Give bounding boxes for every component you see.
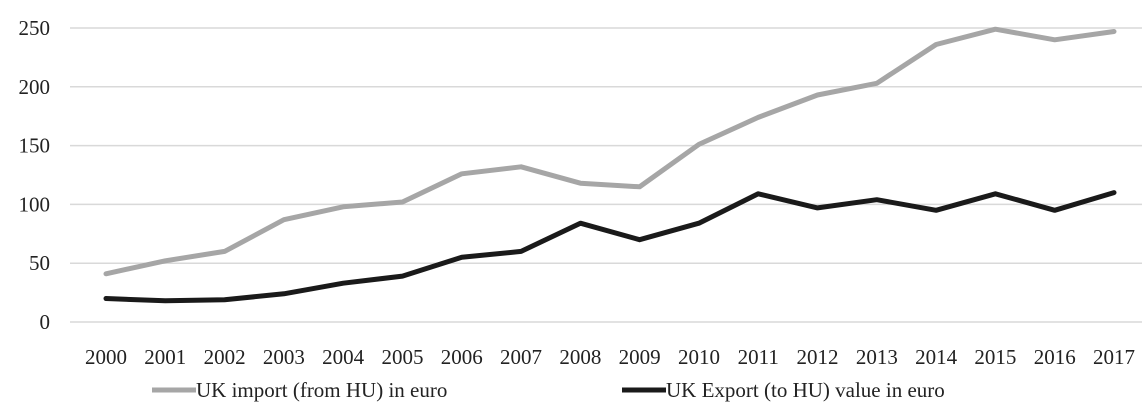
x-tick-label: 2015 <box>974 345 1016 369</box>
x-tick-label: 2010 <box>678 345 720 369</box>
x-tick-label: 2008 <box>559 345 601 369</box>
y-axis-ticks: 0 50 100 150 200 250 <box>19 16 51 334</box>
x-tick-label: 2006 <box>441 345 483 369</box>
x-tick-label: 2005 <box>381 345 423 369</box>
gridlines <box>70 27 1142 323</box>
x-tick-label: 2009 <box>619 345 661 369</box>
legend: UK import (from HU) in euro UK Export (t… <box>152 378 945 402</box>
y-tick-label: 50 <box>29 251 50 275</box>
x-tick-label: 2002 <box>204 345 246 369</box>
series-points-export <box>105 192 1115 301</box>
x-axis-ticks: 2000 2001 2002 2003 2004 2005 2006 2007 2008 2009… <box>85 345 1135 369</box>
x-tick-label: 2011 <box>738 345 779 369</box>
x-tick-label: 2004 <box>322 345 365 369</box>
x-tick-label: 2007 <box>500 345 542 369</box>
series-lines <box>103 26 1117 304</box>
x-tick-label: 2014 <box>915 345 958 369</box>
y-tick-label: 100 <box>19 192 51 216</box>
x-tick-label: 2016 <box>1034 345 1076 369</box>
x-tick-label: 2012 <box>797 345 839 369</box>
legend-label-import: UK import (from HU) in euro <box>196 378 447 402</box>
legend-label-export: UK Export (to HU) value in euro <box>666 378 945 402</box>
x-tick-label: 2003 <box>263 345 305 369</box>
y-tick-label: 150 <box>19 134 51 158</box>
y-tick-label: 200 <box>19 75 51 99</box>
series-points-import <box>105 29 1115 274</box>
legend-item-import: UK import (from HU) in euro <box>152 378 447 402</box>
x-tick-label: 2001 <box>144 345 186 369</box>
series-line-export <box>103 190 1117 304</box>
x-tick-label: 2017 <box>1093 345 1135 369</box>
y-tick-label: 0 <box>40 310 51 334</box>
x-tick-label: 2013 <box>856 345 898 369</box>
y-tick-label: 250 <box>19 16 51 40</box>
legend-item-export: UK Export (to HU) value in euro <box>622 378 945 402</box>
series-line-import <box>103 26 1117 277</box>
x-tick-label: 2000 <box>85 345 127 369</box>
